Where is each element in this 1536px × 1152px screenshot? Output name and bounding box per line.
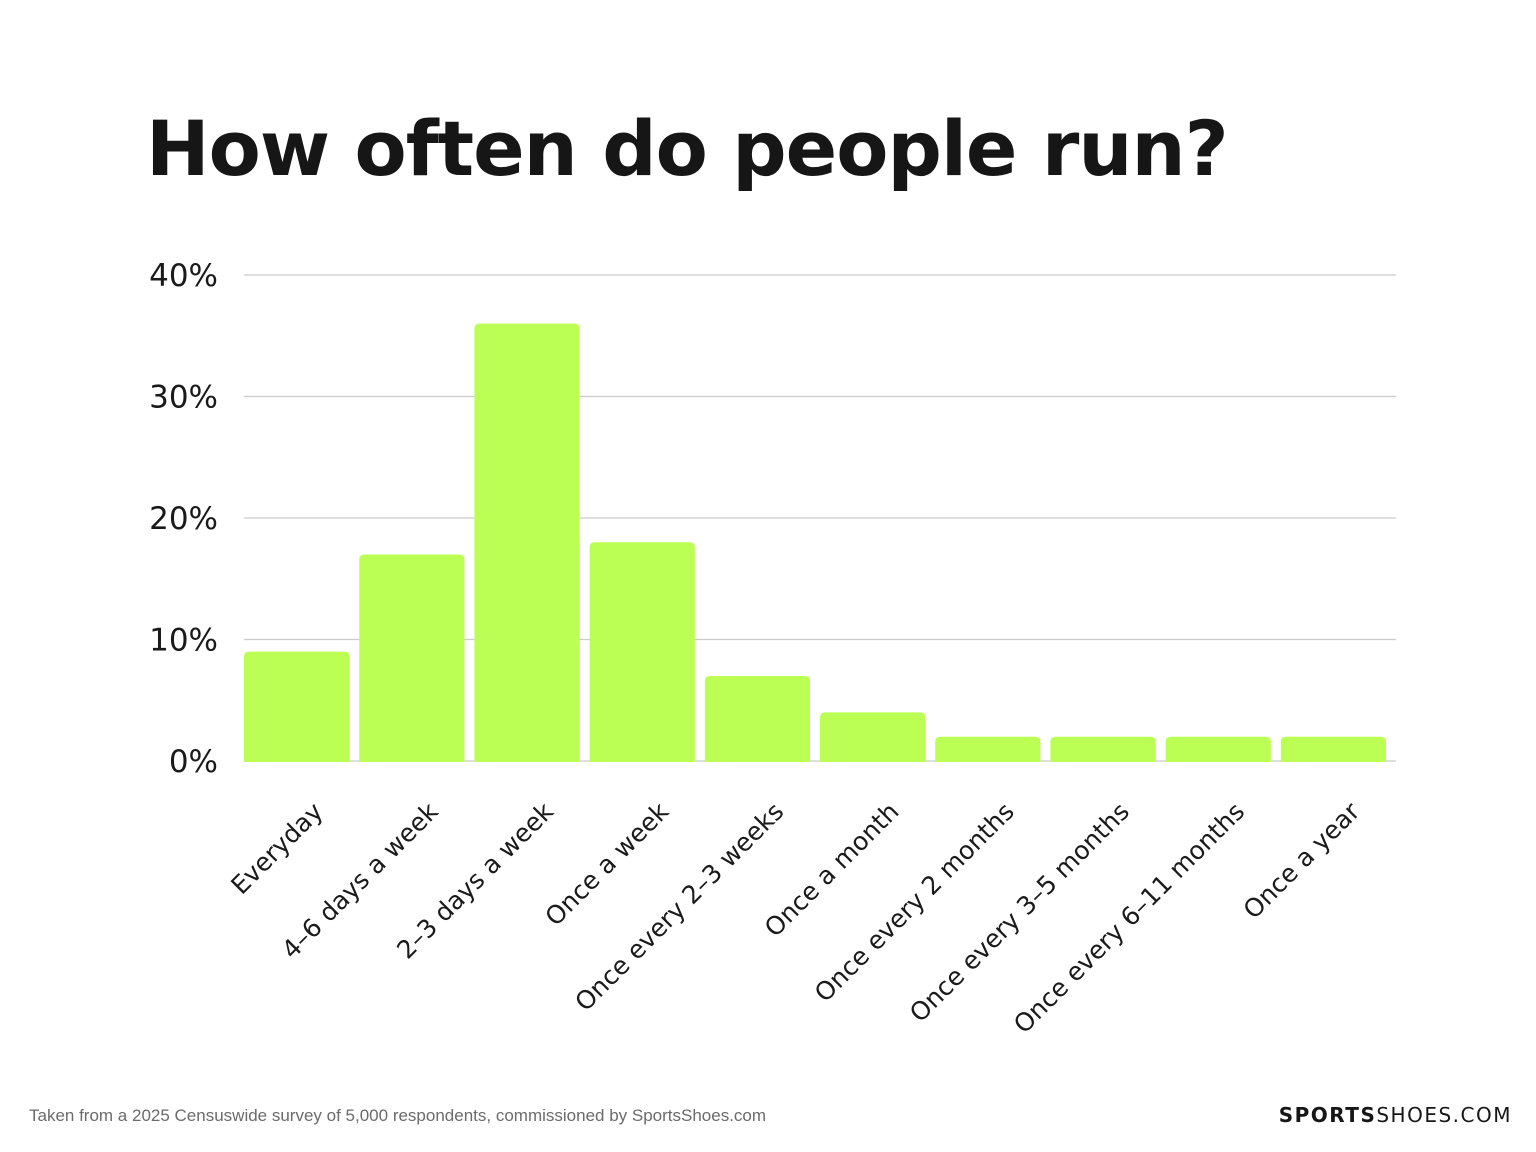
bar-4 bbox=[704, 675, 810, 762]
x-tick-label: Once every 2 months bbox=[809, 797, 1020, 1008]
x-tick-label: Once every 3–5 months bbox=[904, 797, 1135, 1028]
bar-8 bbox=[1165, 736, 1271, 762]
bar-1 bbox=[359, 554, 465, 762]
brand-logo-bold: SPORTS bbox=[1278, 1103, 1377, 1127]
y-tick-label: 10% bbox=[149, 623, 218, 659]
y-tick-label: 30% bbox=[149, 380, 218, 416]
bars bbox=[244, 323, 1386, 762]
brand-logo-regular: SHOES.COM bbox=[1376, 1103, 1512, 1127]
x-tick-label: Once every 6–11 months bbox=[1008, 797, 1250, 1039]
y-tick-label: 0% bbox=[169, 744, 218, 780]
bar-3 bbox=[589, 542, 695, 762]
y-tick-label: 40% bbox=[149, 258, 218, 294]
brand-logo: SPORTSSHOES.COM bbox=[1279, 1103, 1512, 1127]
bar-9 bbox=[1280, 736, 1386, 762]
chart-title: How often do people run? bbox=[146, 104, 1229, 193]
y-axis-ticks: 0% 10% 20% 30% 40% bbox=[149, 258, 218, 780]
x-tick-label: Once every 2–3 weeks bbox=[569, 797, 789, 1017]
source-note: Taken from a 2025 Censuswide survey of 5… bbox=[29, 1106, 767, 1125]
y-tick-label: 20% bbox=[149, 501, 218, 537]
bar-2 bbox=[474, 323, 580, 762]
x-tick-label: Everyday bbox=[225, 797, 328, 900]
bar-5 bbox=[820, 712, 926, 762]
bar-7 bbox=[1050, 736, 1156, 762]
x-tick-label: Once a year bbox=[1238, 796, 1366, 924]
bar-0 bbox=[244, 651, 350, 762]
bar-6 bbox=[935, 736, 1041, 762]
